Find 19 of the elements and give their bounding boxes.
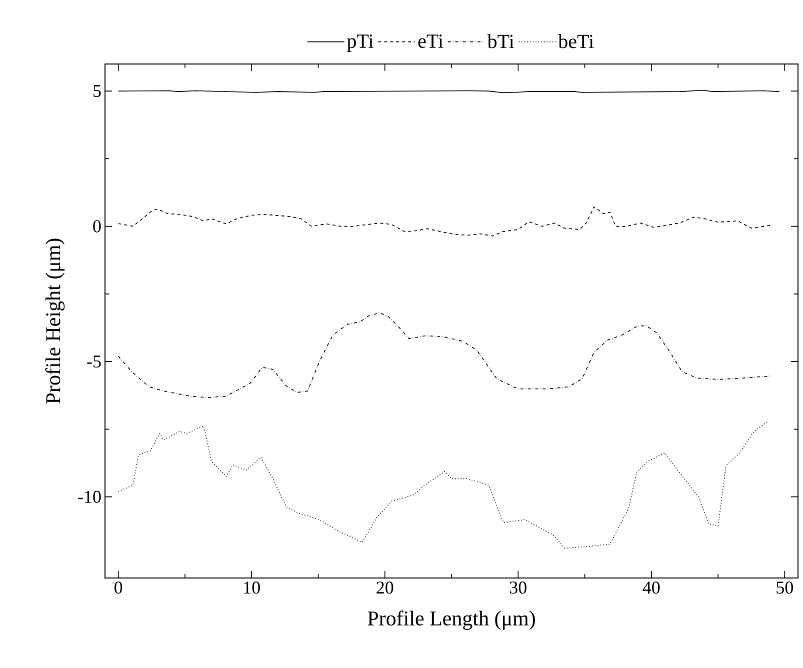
line-series: [118, 312, 772, 398]
legend-label: pTi: [347, 34, 374, 52]
x-tick-label: 20: [376, 582, 394, 594]
x-axis-title: Profile Length (μm): [368, 610, 535, 630]
y-tick-label: 0: [93, 220, 101, 232]
legend-label: eTi: [418, 34, 444, 48]
line-series: [118, 420, 770, 549]
y-axis-title: Profile Height (μm): [45, 238, 65, 404]
line-series: [118, 206, 772, 236]
x-tick-label: 10: [244, 582, 260, 594]
y-tick-label: 5: [94, 85, 101, 98]
legend-label: beTi: [558, 34, 594, 48]
x-tick-label: 50: [776, 582, 793, 594]
legend-label: bTi: [487, 34, 514, 48]
x-tick-label: 30: [510, 582, 526, 594]
x-tick-label: 0: [114, 582, 122, 594]
y-tick-label: -5: [87, 356, 101, 368]
y-tick-label: -10: [78, 490, 101, 503]
x-tick-label: 40: [642, 582, 660, 594]
